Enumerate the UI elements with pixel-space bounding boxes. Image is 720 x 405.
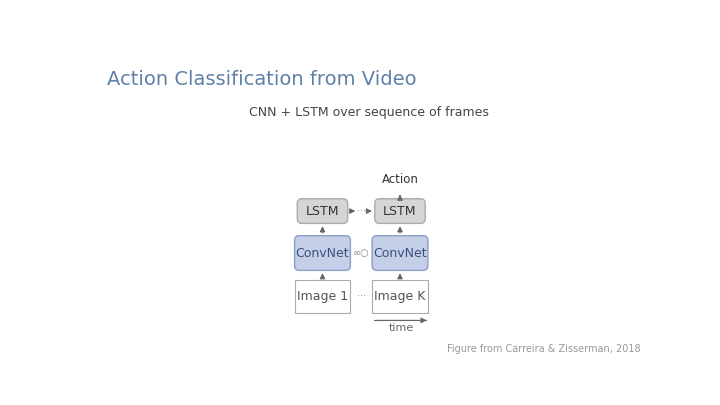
FancyBboxPatch shape xyxy=(297,199,348,224)
Text: CNN + LSTM over sequence of frames: CNN + LSTM over sequence of frames xyxy=(249,107,489,119)
Text: LSTM: LSTM xyxy=(306,205,339,217)
Text: Image K: Image K xyxy=(374,290,426,303)
FancyBboxPatch shape xyxy=(372,236,428,271)
Text: ···: ··· xyxy=(356,291,366,301)
FancyBboxPatch shape xyxy=(294,279,351,313)
FancyBboxPatch shape xyxy=(375,199,426,224)
Text: ConvNet: ConvNet xyxy=(373,247,427,260)
Text: Image 1: Image 1 xyxy=(297,290,348,303)
Text: ∞○: ∞○ xyxy=(353,248,369,258)
FancyBboxPatch shape xyxy=(294,236,351,271)
Text: LSTM: LSTM xyxy=(383,205,417,217)
FancyBboxPatch shape xyxy=(372,279,428,313)
Text: Figure from Carreira & Zisserman, 2018: Figure from Carreira & Zisserman, 2018 xyxy=(446,344,640,354)
Text: ConvNet: ConvNet xyxy=(296,247,349,260)
Text: Action Classification from Video: Action Classification from Video xyxy=(107,70,417,89)
Text: Action: Action xyxy=(382,173,418,185)
Text: ···: ··· xyxy=(356,206,366,216)
Text: time: time xyxy=(389,324,414,333)
